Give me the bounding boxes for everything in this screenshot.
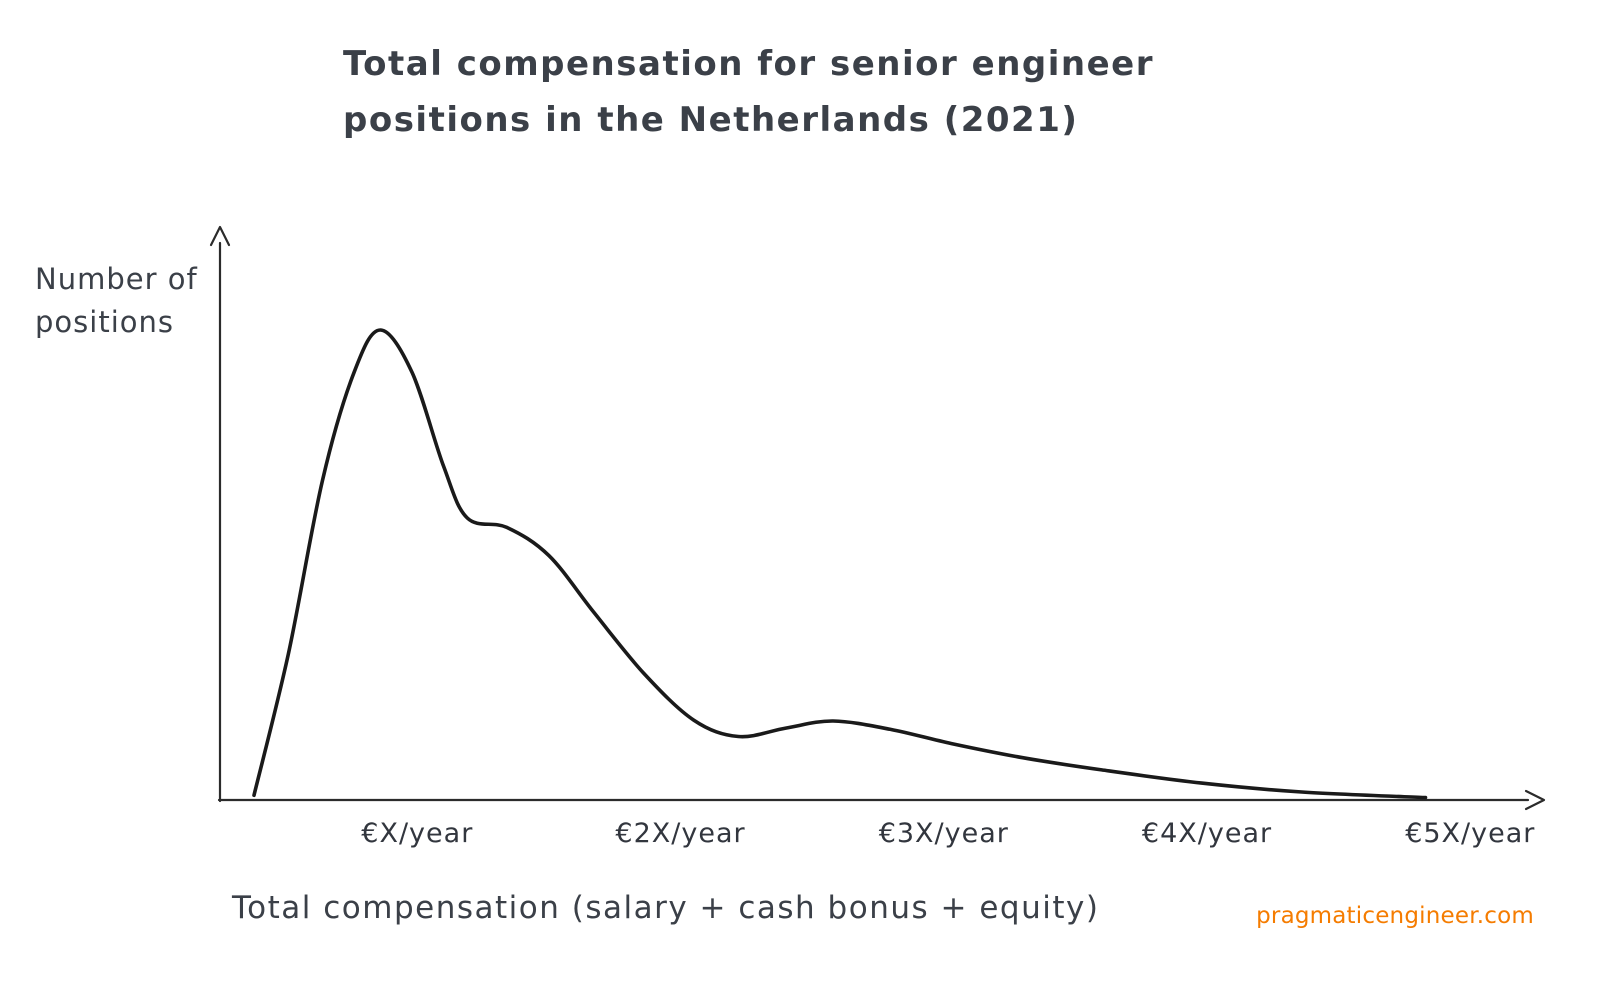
x-axis-tick-label: €2X/year — [615, 818, 746, 849]
y-axis-title-line-1: Number of — [35, 262, 198, 296]
x-axis-tick-label: €X/year — [361, 818, 474, 849]
x-axis-tick-label: €3X/year — [878, 818, 1009, 849]
x-axis-tick-label: €5X/year — [1405, 818, 1536, 849]
x-axis-title: Total compensation (salary + cash bonus … — [232, 890, 1100, 926]
x-axis-arrow-icon — [1524, 789, 1546, 811]
y-axis-title: Number of positions — [35, 258, 198, 344]
chart-title: Total compensation for senior engineer p… — [343, 36, 1154, 148]
distribution-curve — [252, 328, 1428, 800]
chart-title-line-2: positions in the Netherlands (2021) — [343, 100, 1079, 140]
x-axis-tick-label: €4X/year — [1141, 818, 1273, 849]
chart-title-line-1: Total compensation for senior engineer — [343, 44, 1154, 84]
y-axis-arrow-icon — [209, 225, 231, 247]
watermark-link[interactable]: pragmaticengineer.com — [1256, 903, 1534, 929]
y-axis-title-line-2: positions — [35, 305, 174, 339]
